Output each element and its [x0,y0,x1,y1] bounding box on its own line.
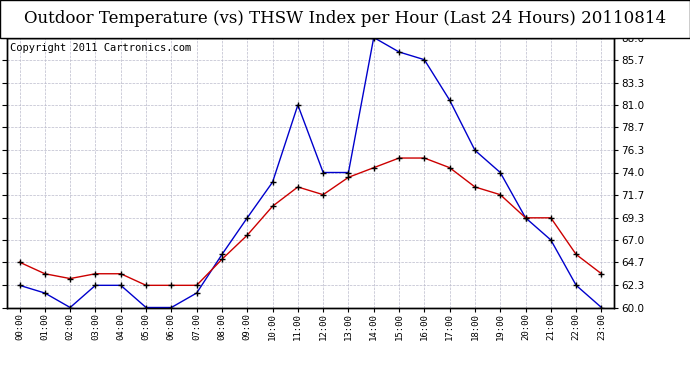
Text: Outdoor Temperature (vs) THSW Index per Hour (Last 24 Hours) 20110814: Outdoor Temperature (vs) THSW Index per … [24,10,666,27]
Text: Copyright 2011 Cartronics.com: Copyright 2011 Cartronics.com [10,43,191,53]
FancyBboxPatch shape [0,0,690,38]
